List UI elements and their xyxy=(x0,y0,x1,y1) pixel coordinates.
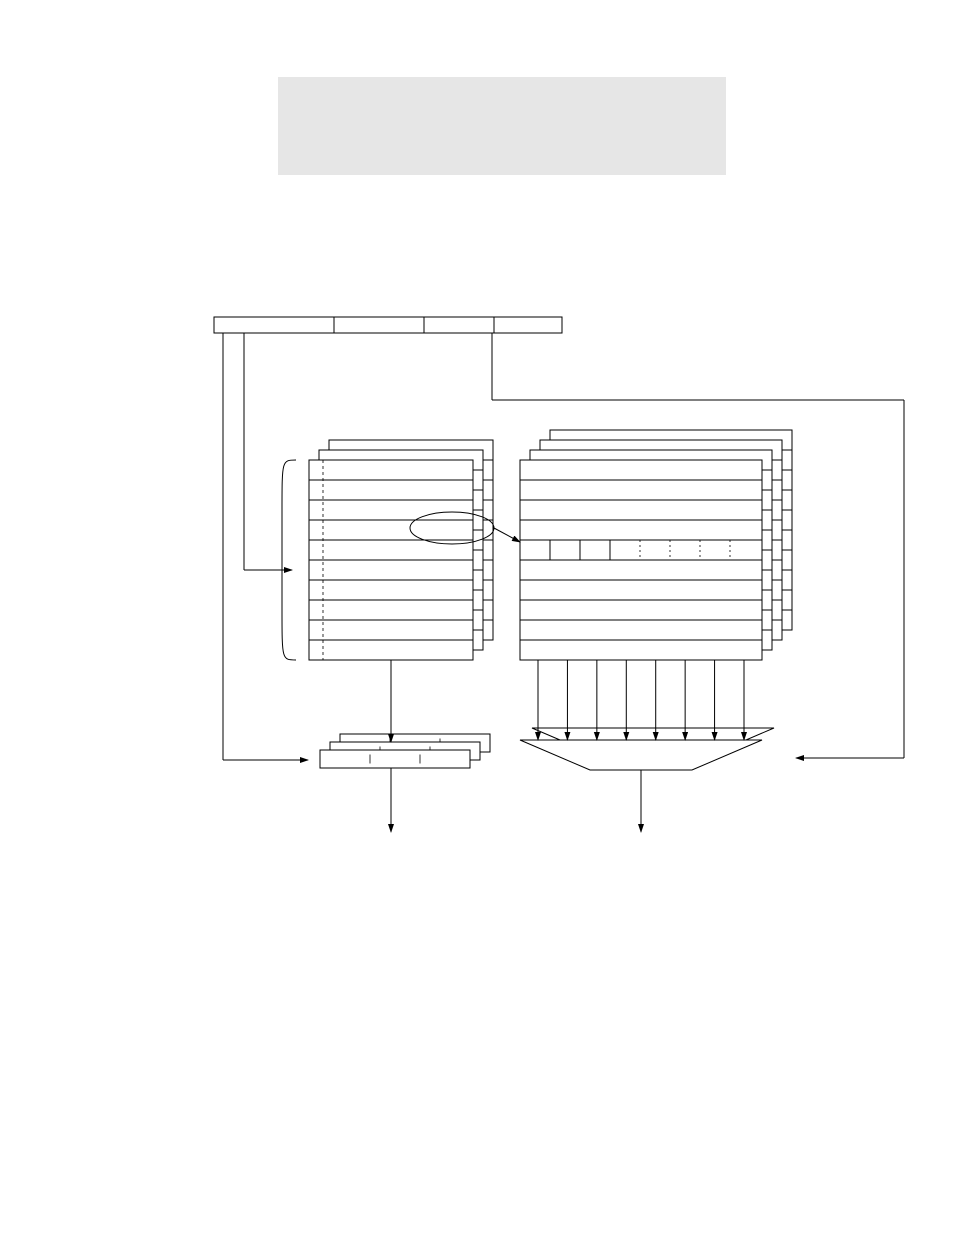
title-panel xyxy=(278,77,726,175)
diagram-svg xyxy=(0,0,954,1235)
diagram-stage xyxy=(0,0,954,1235)
